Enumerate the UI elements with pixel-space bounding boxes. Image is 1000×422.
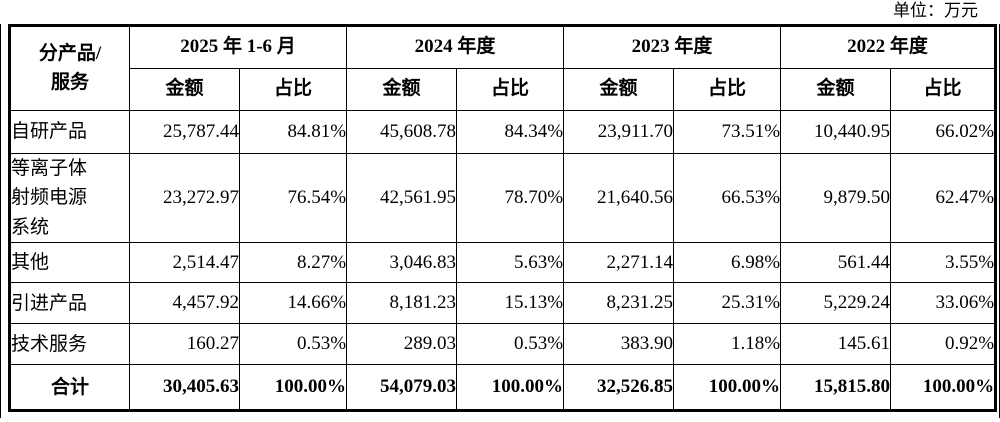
period-header-2024: 2024 年度 — [346, 25, 565, 69]
left-edge-rule — [0, 24, 1, 418]
period-header-2023: 2023 年度 — [563, 25, 782, 69]
amount-header-2025h1: 金额 — [129, 68, 240, 111]
ratio-cell: 6.98% — [673, 242, 782, 284]
ratio-cell: 0.92% — [890, 323, 997, 366]
amount-cell: 145.61 — [780, 323, 892, 366]
ratio-cell: 0.53% — [456, 323, 565, 366]
amount-cell: 30,405.63 — [129, 364, 240, 412]
period-header-2022: 2022 年度 — [780, 25, 997, 69]
ratio-cell: 1.18% — [673, 323, 782, 366]
ratio-cell: 33.06% — [890, 282, 997, 325]
product-service-header: 分产品/ 服务 — [9, 25, 130, 111]
amount-cell: 5,229.24 — [780, 282, 892, 325]
ratio-cell: 73.51% — [673, 110, 782, 154]
ratio-cell: 8.27% — [238, 242, 348, 284]
table-row-other: 其他 2,514.47 8.27% 3,046.83 5.63% 2,271.1… — [9, 242, 997, 284]
table-row-self-developed: 自研产品 25,787.44 84.81% 45,608.78 84.34% 2… — [9, 110, 997, 154]
period-header-2025h1: 2025 年 1-6 月 — [128, 25, 348, 69]
amount-cell: 2,271.14 — [563, 242, 675, 284]
amount-cell: 25,787.44 — [129, 110, 240, 154]
amount-cell: 9,879.50 — [780, 152, 892, 244]
amount-cell: 10,440.95 — [780, 110, 892, 154]
ratio-cell: 3.55% — [890, 242, 997, 284]
row-label: 技术服务 — [9, 323, 130, 366]
ratio-cell: 84.81% — [238, 110, 348, 154]
amount-cell: 2,514.47 — [129, 242, 240, 284]
ratio-cell: 62.47% — [890, 152, 997, 244]
amount-cell: 8,231.25 — [563, 282, 675, 325]
amount-cell: 45,608.78 — [346, 110, 458, 154]
ratio-cell: 66.53% — [673, 152, 782, 244]
amount-cell: 3,046.83 — [346, 242, 458, 284]
ratio-cell: 84.34% — [456, 110, 565, 154]
ratio-cell: 66.02% — [890, 110, 997, 154]
amount-header-2024: 金额 — [346, 68, 458, 111]
amount-cell: 289.03 — [346, 323, 458, 366]
ratio-cell: 15.13% — [456, 282, 565, 325]
amount-cell: 21,640.56 — [563, 152, 675, 244]
ratio-cell: 100.00% — [673, 364, 782, 412]
header-row-periods: 分产品/ 服务 2025 年 1-6 月 2024 年度 2023 年度 202… — [9, 25, 997, 111]
table-row-plasma-rf-power: 等离子体 射频电源 系统 23,272.97 76.54% 42,561.95 … — [9, 152, 997, 244]
ratio-header-2024: 占比 — [456, 68, 565, 111]
amount-cell: 8,181.23 — [346, 282, 458, 325]
table-row-technical-services: 技术服务 160.27 0.53% 289.03 0.53% 383.90 1.… — [9, 323, 997, 366]
amount-cell: 23,272.97 — [129, 152, 240, 244]
ratio-cell: 0.53% — [238, 323, 348, 366]
row-label: 自研产品 — [9, 110, 130, 154]
ratio-header-2022: 占比 — [890, 68, 997, 111]
ratio-cell: 100.00% — [456, 364, 565, 412]
ratio-cell: 25.31% — [673, 282, 782, 325]
revenue-by-product-table: 分产品/ 服务 2025 年 1-6 月 2024 年度 2023 年度 202… — [8, 24, 998, 413]
row-label: 等离子体 射频电源 系统 — [9, 152, 130, 244]
total-label: 合计 — [9, 364, 130, 412]
ratio-header-2023: 占比 — [673, 68, 782, 111]
unit-label: 单位：万元 — [893, 1, 978, 20]
amount-cell: 42,561.95 — [346, 152, 458, 244]
ratio-cell: 76.54% — [238, 152, 348, 244]
row-label: 引进产品 — [9, 282, 130, 325]
ratio-cell: 14.66% — [238, 282, 348, 325]
amount-cell: 32,526.85 — [563, 364, 675, 412]
ratio-cell: 5.63% — [456, 242, 565, 284]
ratio-cell: 100.00% — [238, 364, 348, 412]
amount-cell: 54,079.03 — [346, 364, 458, 412]
amount-cell: 23,911.70 — [563, 110, 675, 154]
amount-cell: 4,457.92 — [129, 282, 240, 325]
amount-cell: 561.44 — [780, 242, 892, 284]
amount-header-2023: 金额 — [563, 68, 675, 111]
ratio-cell: 78.70% — [456, 152, 565, 244]
row-label: 其他 — [9, 242, 130, 284]
amount-cell: 383.90 — [563, 323, 675, 366]
table-row-imported: 引进产品 4,457.92 14.66% 8,181.23 15.13% 8,2… — [9, 282, 997, 325]
ratio-header-2025h1: 占比 — [238, 68, 348, 111]
ratio-cell: 100.00% — [890, 364, 997, 412]
header-row-measures: 金额 占比 金额 占比 金额 占比 金额 占比 — [10, 68, 997, 111]
amount-header-2022: 金额 — [780, 68, 892, 111]
table-row-total: 合计 30,405.63 100.00% 54,079.03 100.00% 3… — [9, 364, 997, 412]
amount-cell: 160.27 — [129, 323, 240, 366]
amount-cell: 15,815.80 — [780, 364, 892, 412]
